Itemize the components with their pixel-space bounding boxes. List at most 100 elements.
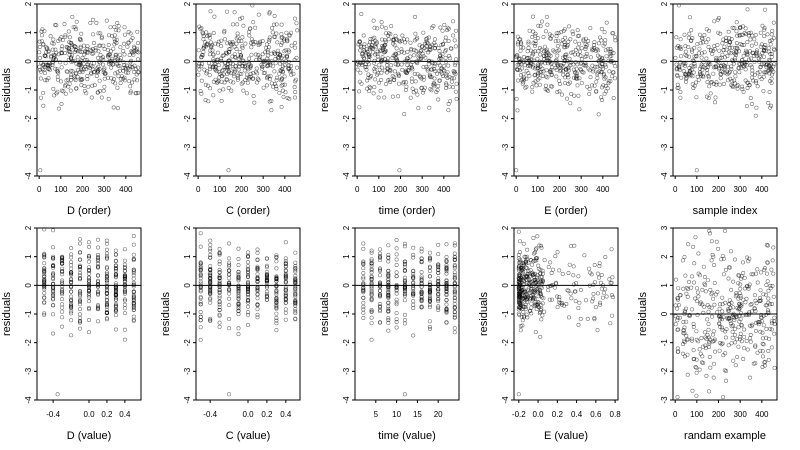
data-point — [60, 292, 65, 297]
data-point — [42, 268, 47, 273]
data-point — [727, 40, 732, 45]
data-point — [531, 58, 536, 63]
data-point — [754, 53, 759, 58]
data-point — [227, 268, 232, 273]
data-point — [573, 47, 578, 52]
data-point — [729, 287, 734, 292]
data-point — [78, 291, 83, 296]
data-point — [255, 287, 260, 292]
data-point — [238, 53, 243, 58]
data-point — [602, 41, 607, 46]
data-point — [292, 85, 297, 90]
data-point — [535, 234, 540, 239]
data-point — [609, 280, 614, 285]
data-point — [274, 318, 279, 323]
data-point — [113, 272, 118, 277]
data-point — [741, 270, 746, 275]
data-point — [746, 286, 751, 291]
data-point — [361, 290, 366, 295]
data-point — [51, 228, 56, 233]
data-point — [382, 50, 387, 55]
data-point — [131, 282, 136, 287]
data-point — [702, 330, 707, 335]
data-point — [104, 278, 109, 283]
y-tick-label: 2 — [501, 225, 510, 230]
data-point — [113, 266, 118, 271]
data-point — [733, 52, 738, 57]
data-point — [96, 265, 101, 270]
x-tick-label: 400 — [278, 185, 292, 194]
data-point — [441, 67, 446, 72]
data-point — [198, 231, 203, 236]
data-point — [521, 45, 526, 50]
data-point — [742, 346, 747, 351]
data-point — [386, 33, 391, 38]
data-point — [42, 280, 47, 285]
data-point — [405, 49, 410, 54]
data-point — [739, 339, 744, 344]
data-point — [696, 251, 701, 256]
data-point — [69, 309, 74, 314]
data-point — [416, 106, 421, 111]
y-axis-label: residuals — [1, 291, 13, 336]
data-point — [60, 305, 65, 310]
data-point — [102, 76, 107, 81]
data-point — [603, 64, 608, 69]
data-point — [699, 36, 704, 41]
data-point — [208, 279, 213, 284]
data-point — [135, 78, 140, 83]
data-point — [289, 43, 294, 48]
data-point — [578, 53, 583, 58]
data-point — [559, 302, 564, 307]
data-point — [381, 45, 386, 50]
data-point — [719, 342, 724, 347]
data-point — [427, 295, 432, 300]
data-point — [454, 81, 459, 86]
data-point — [227, 262, 232, 267]
y-tick-label: -2 — [501, 339, 510, 347]
data-point — [394, 288, 399, 293]
data-point — [60, 287, 65, 292]
data-point — [69, 277, 74, 282]
data-point — [411, 252, 416, 257]
data-point — [679, 75, 684, 80]
data-point — [731, 305, 736, 310]
data-point — [686, 54, 691, 59]
data-point — [437, 56, 442, 61]
data-point — [131, 296, 136, 301]
data-point — [436, 97, 441, 102]
data-point — [284, 30, 289, 35]
data-point — [274, 259, 279, 264]
data-point — [733, 363, 738, 368]
data-point — [96, 55, 101, 60]
data-point — [754, 301, 759, 306]
data-point — [217, 262, 222, 267]
data-point — [528, 258, 533, 263]
data-point — [768, 42, 773, 47]
data-point — [545, 75, 550, 80]
data-point — [69, 333, 74, 338]
data-point — [519, 276, 524, 281]
data-point — [534, 83, 539, 88]
data-point — [122, 262, 127, 267]
data-point — [96, 278, 101, 283]
data-point — [399, 47, 404, 52]
data-point — [294, 55, 299, 60]
data-point — [675, 297, 680, 302]
data-point — [104, 280, 109, 285]
data-point — [357, 89, 362, 94]
data-point — [540, 74, 545, 79]
data-point — [555, 250, 560, 255]
data-point — [96, 258, 101, 263]
data-point — [578, 68, 583, 73]
data-point — [69, 270, 74, 275]
data-point — [69, 303, 74, 308]
data-point — [736, 65, 741, 70]
data-point — [255, 279, 260, 284]
data-point — [595, 53, 600, 58]
data-point — [531, 29, 536, 34]
data-point — [369, 337, 374, 342]
data-point — [131, 317, 136, 322]
data-point — [530, 85, 535, 90]
data-point — [768, 286, 773, 291]
